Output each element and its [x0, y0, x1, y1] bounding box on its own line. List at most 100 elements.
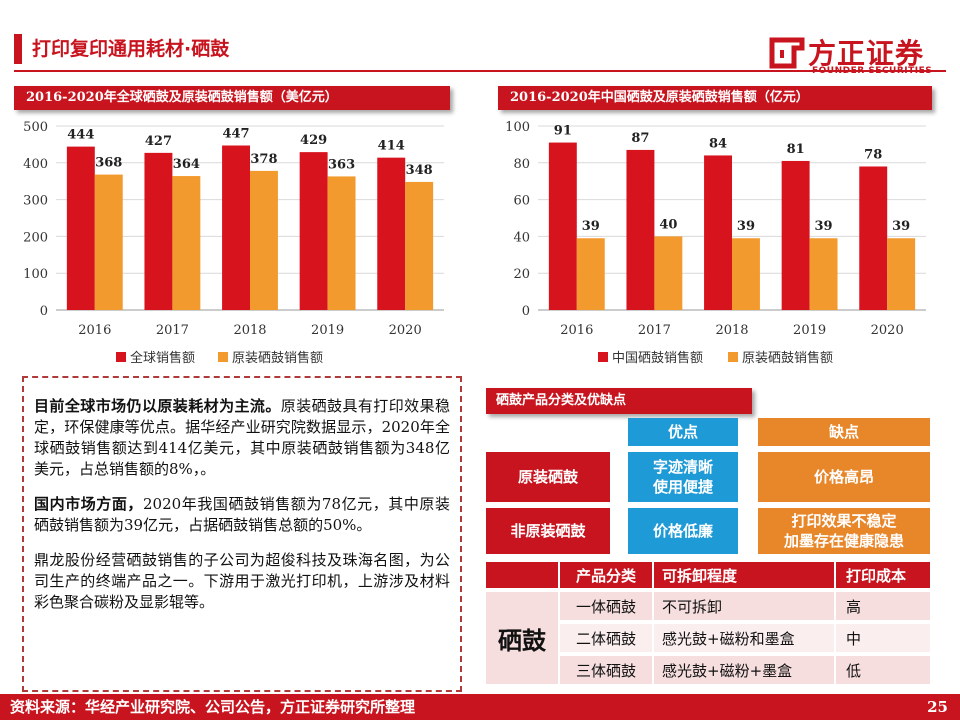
con-non-original: 打印效果不稳定 加墨存在健康隐患	[758, 508, 930, 554]
bar	[144, 152, 173, 310]
x-tick-label: 2018	[233, 323, 266, 338]
type-non-original: 非原装硒鼓	[486, 508, 610, 554]
paragraph-domestic-lead: 国内市场方面，	[34, 495, 144, 513]
bar	[704, 155, 732, 310]
bar	[626, 149, 655, 310]
table-group-label: 硒鼓	[486, 592, 558, 684]
table-cell: 感光鼓+磁粉+墨盒	[654, 656, 834, 684]
table-cell: 中	[836, 624, 930, 652]
pros-header: 优点	[628, 418, 738, 446]
data-label: 414	[378, 139, 405, 154]
legend-label: 全球销售额	[130, 350, 195, 366]
bar	[377, 157, 406, 310]
table-cell: 高	[836, 592, 930, 620]
table-header-detach: 可拆卸程度	[654, 562, 834, 588]
con-original: 价格高昂	[758, 452, 930, 502]
title-accent-bar	[14, 34, 22, 64]
data-label: 368	[95, 156, 122, 171]
y-tick-label: 0	[522, 304, 530, 319]
legend-label: 原装硒鼓销售额	[742, 350, 833, 366]
pro-non-original: 价格低廉	[628, 508, 738, 554]
cons-header: 缺点	[758, 418, 930, 446]
data-label: 363	[328, 157, 355, 172]
y-tick-label: 40	[513, 230, 530, 245]
data-label: 81	[787, 142, 805, 157]
bar	[781, 160, 810, 310]
bar	[732, 238, 760, 310]
data-label: 40	[659, 217, 677, 232]
bar	[809, 238, 838, 310]
pro-original: 字迹清晰 使用便捷	[628, 452, 738, 502]
bar	[654, 236, 683, 310]
paragraph-global-lead: 目前全球市场仍以原装耗材为主流。	[34, 397, 281, 415]
y-tick-label: 400	[23, 157, 48, 172]
data-label: 39	[892, 219, 910, 234]
legend-swatch	[218, 352, 228, 362]
bar	[94, 174, 123, 310]
y-tick-label: 20	[513, 267, 530, 282]
x-tick-label: 2019	[311, 323, 344, 338]
bar	[548, 142, 577, 310]
paragraph-domestic-body: 2020年我国硒鼓销售额为78亿元，其中原装硒鼓销售额为39亿元，占据硒鼓销售总…	[34, 495, 450, 534]
product-section-title: 硒鼓产品分类及优缺点	[486, 388, 752, 414]
bar	[327, 176, 356, 310]
y-tick-label: 80	[513, 157, 530, 172]
bar	[299, 152, 328, 310]
logo-text-en: FOUNDER SECURITIES	[812, 66, 933, 76]
y-tick-label: 60	[513, 194, 530, 209]
x-tick-label: 2019	[793, 323, 826, 338]
bar	[66, 146, 95, 310]
founder-logo-icon	[769, 37, 805, 69]
y-tick-label: 100	[23, 267, 48, 282]
paragraph-domestic: 国内市场方面，2020年我国硒鼓销售额为78亿元，其中原装硒鼓销售额为39亿元，…	[34, 494, 450, 536]
bar	[250, 170, 278, 310]
analysis-textbox: 目前全球市场仍以原装耗材为主流。原装硒鼓具有打印效果稳定，环保健康等优点。据华经…	[22, 376, 462, 692]
bar	[172, 176, 201, 310]
type-original: 原装硒鼓	[486, 452, 610, 502]
bar	[859, 166, 888, 310]
bar	[222, 145, 250, 310]
table-corner	[486, 562, 558, 588]
data-label: 429	[300, 133, 327, 148]
legend-swatch	[116, 352, 126, 362]
page-number: 25	[927, 698, 948, 716]
logo-text-cn: 方正证券	[808, 37, 925, 70]
chart-left-title: 2016-2020年全球硒鼓及原装硒鼓销售额（美亿元）	[14, 86, 450, 110]
y-tick-label: 500	[23, 120, 48, 135]
data-label: 444	[67, 128, 94, 143]
y-tick-label: 100	[505, 120, 530, 135]
bar	[887, 238, 916, 310]
table-cell: 二体硒鼓	[560, 624, 652, 652]
y-tick-label: 0	[40, 304, 48, 319]
legend-label: 中国硒鼓销售额	[612, 350, 703, 366]
x-tick-label: 2016	[560, 323, 593, 338]
data-label: 39	[737, 219, 755, 234]
data-label: 427	[145, 134, 172, 149]
data-label: 447	[222, 127, 249, 142]
legend-label: 原装硒鼓销售额	[232, 350, 323, 366]
table-cell: 三体硒鼓	[560, 656, 652, 684]
title-divider	[14, 70, 946, 72]
china-sales-chart: 0 20 40 60 80 100 2016 91 39 2017 87 40 2018 84 39 2019…	[505, 120, 926, 366]
data-label: 348	[406, 163, 433, 178]
data-label: 364	[173, 157, 200, 172]
data-label: 91	[554, 124, 572, 139]
bar	[576, 238, 605, 310]
table-cell: 一体硒鼓	[560, 592, 652, 620]
x-tick-label: 2016	[78, 323, 111, 338]
x-tick-label: 2017	[638, 323, 671, 338]
paragraph-global: 目前全球市场仍以原装耗材为主流。原装硒鼓具有打印效果稳定，环保健康等优点。据华经…	[34, 396, 450, 480]
data-label: 39	[582, 219, 600, 234]
data-label: 378	[250, 152, 277, 167]
data-label: 87	[631, 131, 649, 146]
footer-bar	[0, 694, 960, 720]
table-header-category: 产品分类	[560, 562, 652, 588]
chart-right-title: 2016-2020年中国硒鼓及原装硒鼓销售额（亿元）	[498, 86, 932, 110]
x-tick-label: 2020	[389, 323, 422, 338]
data-label: 39	[815, 219, 833, 234]
table-cell: 低	[836, 656, 930, 684]
paragraph-company: 鼎龙股份经营硒鼓销售的子公司为超俊科技及珠海名图，为公司生产的终端产品之一。下游…	[34, 551, 450, 611]
data-label: 78	[864, 147, 882, 162]
legend-swatch	[598, 352, 608, 362]
